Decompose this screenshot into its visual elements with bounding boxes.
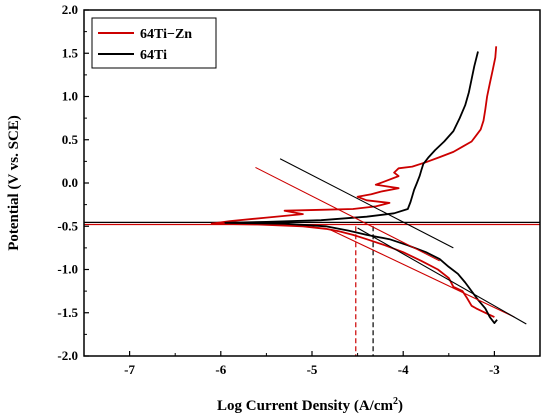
y-tick-label: 2.0 xyxy=(62,2,78,17)
legend-label: 64Ti xyxy=(140,48,167,63)
y-tick-label: 1.5 xyxy=(62,45,79,60)
y-tick-label: -1.0 xyxy=(57,262,78,277)
tafel-line-0 xyxy=(255,166,440,262)
legend: 64Ti−Zn 64Ti xyxy=(91,17,217,69)
x-tick-label: -3 xyxy=(489,362,500,377)
x-tick-label: -5 xyxy=(307,362,318,377)
tafel-line-1 xyxy=(279,158,454,249)
series-line-64ti-zn xyxy=(210,46,498,318)
y-tick-label: -0.5 xyxy=(57,218,78,233)
x-axis-title-main: Log Current Density (A/cm xyxy=(217,398,393,414)
tafel-line-3 xyxy=(357,227,527,325)
plot-layer xyxy=(84,46,540,356)
x-tick-label: -6 xyxy=(215,362,226,377)
y-tick-label: -2.0 xyxy=(57,348,78,363)
legend-box xyxy=(91,17,217,69)
ticks-layer: -7 -6 -5 -4 -3 -2.0 -1.5 -1.0 -0.5 0.0 0.5 1.0 1.5 2.… xyxy=(57,2,541,377)
y-tick-label: 0.0 xyxy=(62,175,78,190)
y-axis-title: Potential (V vs. SCE) xyxy=(6,115,22,251)
x-axis-title-sup: 2 xyxy=(393,396,398,407)
x-tick-label: -7 xyxy=(124,362,135,377)
tafel-line-2 xyxy=(330,229,515,318)
series-line-64ti xyxy=(224,51,498,325)
x-axis-title: Log Current Density (A/cm2) xyxy=(217,396,403,414)
y-tick-label: -1.5 xyxy=(57,305,78,320)
y-tick-label: 1.0 xyxy=(62,89,78,104)
x-axis-title-close: ) xyxy=(398,398,403,414)
legend-label: 64Ti−Zn xyxy=(140,27,192,42)
x-tick-label: -4 xyxy=(398,362,409,377)
y-tick-label: 0.5 xyxy=(62,132,79,147)
